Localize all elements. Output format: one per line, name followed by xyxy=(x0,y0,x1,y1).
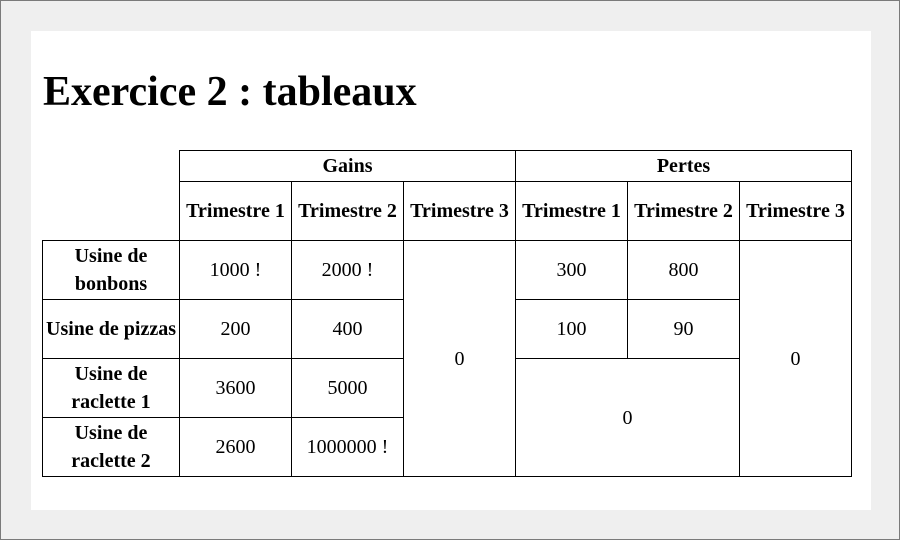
cell-raclette-pertes-merged: 0 xyxy=(515,358,740,477)
cell-raclette1-gains-t1: 3600 xyxy=(179,358,292,418)
header-pertes-trimestre-2: Trimestre 2 xyxy=(627,181,740,241)
cell-bonbons-gains-t2: 2000 ! xyxy=(291,240,404,300)
row-header-raclette-1: Usine de raclette 1 xyxy=(42,358,180,418)
table-header-row-quarters: Trimestre 1 Trimestre 2 Trimestre 3 Trim… xyxy=(43,181,852,241)
cell-bonbons-gains-t1: 1000 ! xyxy=(179,240,292,300)
header-gains: Gains xyxy=(179,150,516,182)
cell-raclette2-gains-t1: 2600 xyxy=(179,417,292,477)
empty-corner-cell xyxy=(43,182,180,241)
header-gains-trimestre-3: Trimestre 3 xyxy=(403,181,516,241)
table-header-row-groups: Gains Pertes xyxy=(43,150,852,182)
header-pertes-trimestre-1: Trimestre 1 xyxy=(515,181,628,241)
row-header-pizzas: Usine de pizzas xyxy=(42,299,180,359)
cell-gains-t3-merged: 0 xyxy=(403,240,516,477)
results-table: Gains Pertes Trimestre 1 Trimestre 2 Tri… xyxy=(42,150,852,477)
header-gains-trimestre-1: Trimestre 1 xyxy=(179,181,292,241)
page-title: Exercice 2 : tableaux xyxy=(43,69,417,115)
cell-pizzas-gains-t2: 400 xyxy=(291,299,404,359)
cell-pertes-t3-merged: 0 xyxy=(739,240,852,477)
empty-corner-cell xyxy=(43,151,180,182)
row-header-bonbons: Usine de bonbons xyxy=(42,240,180,300)
table-row: Usine de bonbons 1000 ! 2000 ! 0 300 800… xyxy=(42,240,852,477)
cell-pizzas-gains-t1: 200 xyxy=(179,299,292,359)
cell-pizzas-pertes-t1: 100 xyxy=(515,299,628,359)
table-row: Usine de pizzas 200 400 100 90 xyxy=(42,299,852,359)
cell-raclette2-gains-t2: 1000000 ! xyxy=(291,417,404,477)
cell-bonbons-pertes-t2: 800 xyxy=(627,240,740,300)
cell-bonbons-pertes-t1: 300 xyxy=(515,240,628,300)
header-pertes-trimestre-3: Trimestre 3 xyxy=(739,181,852,241)
page-content: Exercice 2 : tableaux Gains Pertes Trime… xyxy=(31,31,871,510)
header-pertes: Pertes xyxy=(515,150,852,182)
cell-pizzas-pertes-t2: 90 xyxy=(627,299,740,359)
header-gains-trimestre-2: Trimestre 2 xyxy=(291,181,404,241)
table-row: Usine de raclette 2 2600 1000000 ! xyxy=(42,417,852,477)
row-header-raclette-2: Usine de raclette 2 xyxy=(42,417,180,477)
table-row: Usine de raclette 1 3600 5000 0 xyxy=(42,358,852,477)
cell-raclette1-gains-t2: 5000 xyxy=(291,358,404,418)
